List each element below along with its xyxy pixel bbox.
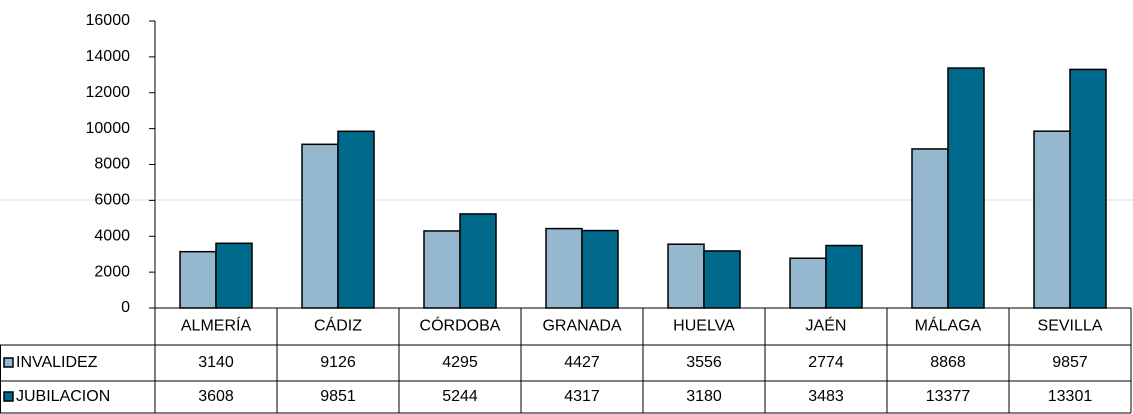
- x-tick-label: CÓRDOBA: [420, 316, 501, 335]
- y-tick-label: 8000: [94, 156, 130, 173]
- table-value: 5244: [442, 388, 478, 405]
- bar: [703, 250, 741, 309]
- y-tick-label: 10000: [86, 120, 131, 137]
- bar: [947, 67, 985, 309]
- bar: [459, 213, 497, 309]
- table-value: 13301: [1048, 388, 1093, 405]
- table-value: 3556: [686, 354, 722, 371]
- bar: [581, 229, 619, 309]
- table-value: 3140: [198, 354, 234, 371]
- table-value: 3608: [198, 388, 234, 405]
- y-tick-label: 2000: [94, 263, 130, 280]
- y-tick-label: 4000: [94, 227, 130, 244]
- bar: [337, 130, 375, 309]
- bar: [179, 250, 217, 309]
- y-tick-label: 16000: [86, 12, 131, 29]
- bar: [545, 227, 583, 309]
- bar: [911, 148, 949, 309]
- bar: [301, 143, 339, 309]
- x-tick-label: MÁLAGA: [915, 316, 982, 335]
- table-value: 13377: [926, 388, 971, 405]
- table-value: 2774: [808, 354, 844, 371]
- legend-marker: [3, 391, 14, 402]
- x-tick-label: SEVILLA: [1038, 318, 1103, 335]
- x-tick-label: ALMERÍA: [181, 316, 252, 335]
- legend-label: JUBILACION: [16, 388, 110, 405]
- table-value: 3180: [686, 388, 722, 405]
- bar: [1033, 130, 1071, 309]
- y-tick-label: 14000: [86, 48, 131, 65]
- table-value: 9857: [1052, 354, 1088, 371]
- y-tick-label: 0: [121, 299, 130, 316]
- y-tick-label: 12000: [86, 84, 131, 101]
- table-value: 4427: [564, 354, 600, 371]
- table-value: 9851: [320, 388, 356, 405]
- legend-marker: [3, 357, 14, 368]
- x-tick-label: JAÉN: [806, 316, 847, 335]
- y-tick-label: 6000: [94, 192, 130, 209]
- bar: [1069, 68, 1107, 309]
- bar: [825, 244, 863, 309]
- table-value: 4317: [564, 388, 600, 405]
- bar: [215, 242, 253, 309]
- bar: [667, 243, 705, 309]
- table-value: 9126: [320, 354, 356, 371]
- table-value: 8868: [930, 354, 966, 371]
- x-tick-label: CÁDIZ: [314, 316, 362, 335]
- legend-label: INVALIDEZ: [16, 354, 98, 371]
- x-tick-label: HUELVA: [673, 318, 735, 335]
- table-value: 3483: [808, 388, 844, 405]
- bar: [789, 257, 827, 309]
- x-tick-label: GRANADA: [542, 318, 621, 335]
- table-value: 4295: [442, 354, 478, 371]
- bar: [423, 230, 461, 309]
